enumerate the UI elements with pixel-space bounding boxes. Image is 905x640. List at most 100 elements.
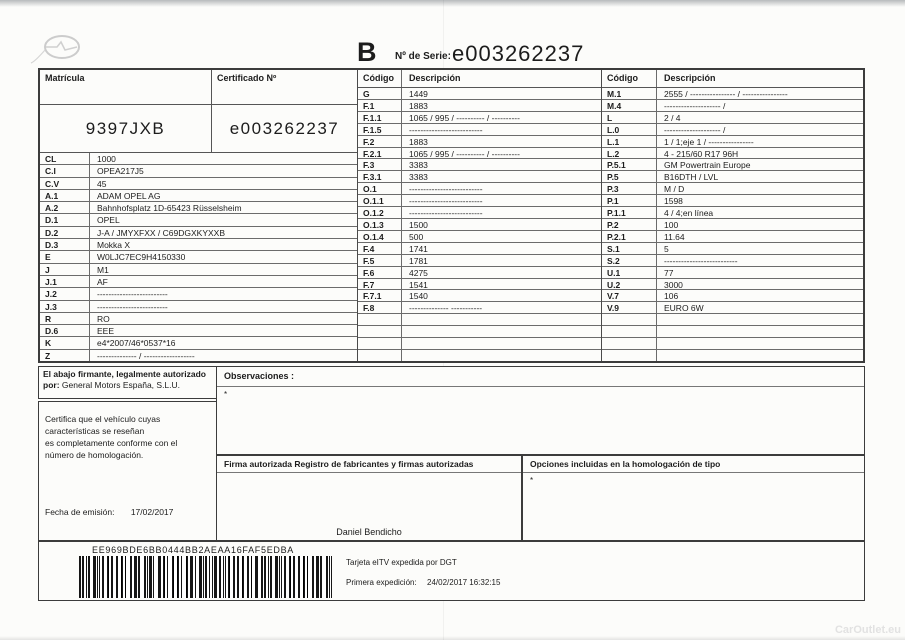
first-issue-value: 24/02/2017 16:32:15 [427,578,501,587]
barcode-image [79,556,332,598]
codigo-header: Código [602,70,657,87]
row-code [358,338,402,349]
row-description: 500 [409,231,424,242]
table-row: C.V 45 [40,177,357,190]
row-code: Z [40,349,90,362]
row-description: M1 [97,264,109,275]
table-row: R RO [40,312,357,326]
row-description [657,350,863,361]
row-description: 3383 [409,160,428,171]
plate-header-row: Matrícula Certificado Nº [40,70,357,105]
row-description: 1598 [664,196,683,207]
barcode-section: EE969BDE6BB0444BB2AEAA16FAF5EDBA Tarjeta… [38,541,865,601]
row-description: 1781 [409,255,428,266]
table-row: P.5.1 GM Powertrain Europe [602,159,863,172]
serial-number-value: e003262237 [452,41,585,66]
row-code: F.3 [358,159,402,171]
row-code: P.1.1 [602,207,657,218]
row-code: F.3.1 [358,171,402,183]
table-row [358,326,601,339]
codigo-header: Código [358,70,402,87]
row-description: EURO 6W [664,303,704,314]
row-description: ADAM OPEL AG [97,190,161,201]
opel-logo-stamp-icon [28,32,88,77]
row-code: D.1 [40,214,90,226]
row-code: L.1 [602,135,657,147]
row-code: V.7 [602,290,657,302]
table-row: D.2 J-A / JMYXFXX / C69DGXKYXXB [40,226,357,240]
row-description [657,314,863,325]
table-row [358,338,601,350]
row-code [358,326,402,338]
row-description: OPEA217J5 [97,166,144,177]
row-code [602,314,657,326]
authorized-signature-box: Firma autorizada Registro de fabricantes… [216,455,522,541]
row-description [402,338,601,349]
right-table-header: Código Descripción [602,70,863,88]
row-code: P.2.1 [602,230,657,242]
row-description: 1065 / 995 / ---------- / ---------- [409,112,520,123]
row-code: U.1 [602,266,657,278]
table-row: D.6 EEE [40,325,357,338]
observaciones-content: * [224,390,228,399]
row-description: 1541 [409,279,428,290]
row-description: 1883 [409,100,428,111]
row-description: 3383 [409,172,428,183]
vehicle-data-table: Matrícula Certificado Nº 9397JXB e003262… [38,68,865,363]
row-description: 11.64 [664,231,685,242]
row-code: O.1 [358,183,402,195]
table-row: L.0 -------------------- / [602,123,863,136]
row-description [657,338,863,349]
row-code: R [40,312,90,325]
table-row: P.1.1 4 / 4;en línea [602,207,863,219]
row-description: J-A / JMYXFXX / C69DGXKYXXB [97,227,226,238]
middle-table-header: Código Descripción [358,70,601,88]
observaciones-label: Observaciones : [217,367,864,387]
document-letter: B [357,37,378,67]
middle-table-body: G 1449 F.1 1883 F.1.1 1065 / 995 / ----------… [358,88,601,361]
row-description: OPEL [97,215,120,226]
row-code: U.2 [602,278,657,290]
table-row: F.1 1883 [358,99,601,112]
row-code: V.9 [602,302,657,314]
row-code [602,326,657,338]
opciones-content: * [530,476,534,485]
caroutlet-watermark: CarOutlet.eu [834,624,901,636]
row-description: W0LJC7EC9H4150330 [97,252,186,263]
table-row: G 1449 [358,88,601,100]
first-issue-label: Primera expedición: [346,578,417,587]
table-row: U.1 77 [602,266,863,279]
row-description: -------------------------- [664,255,738,266]
row-description: 1540 [409,291,428,302]
table-row: P.2.1 11.64 [602,230,863,243]
declaration-por-label: por: [43,379,60,390]
table-row: E W0LJC7EC9H4150330 [40,251,357,264]
row-code: F.4 [358,242,402,254]
table-row: P.3 M / D [602,183,863,196]
row-code: F.1.1 [358,111,402,123]
row-code: L.2 [602,147,657,159]
row-description: 45 [97,178,107,189]
tarjeta-eitv-line: Tarjeta eITV expedida por DGT [346,558,457,567]
row-description: ------------------------- [97,289,168,300]
table-row: O.1 -------------------------- [358,183,601,196]
table-row: D.1 OPEL [40,214,357,227]
row-code: O.1.3 [358,218,402,230]
table-row: O.1.1 -------------------------- [358,195,601,208]
scan-edge-bottom [0,636,905,640]
company-name: General Motors España, S.L.U. [61,379,181,390]
issue-date-row: Fecha de emisión: 17/02/2017 [45,507,173,517]
table-row: P.1 1598 [602,195,863,208]
row-code [602,349,657,361]
table-row [358,314,601,327]
row-description: GM Powertrain Europe [664,160,751,171]
row-code: O.1.1 [358,195,402,207]
table-row: A.1 ADAM OPEL AG [40,189,357,203]
table-row: D.3 Mokka X [40,239,357,252]
table-row: P.5 B16DTH / LVL [602,171,863,184]
row-code: F.6 [358,266,402,278]
table-row: F.2 1883 [358,135,601,148]
row-description: 5 [664,243,669,254]
row-description: -------------------------- [409,184,483,195]
row-description: 1449 [409,89,428,99]
